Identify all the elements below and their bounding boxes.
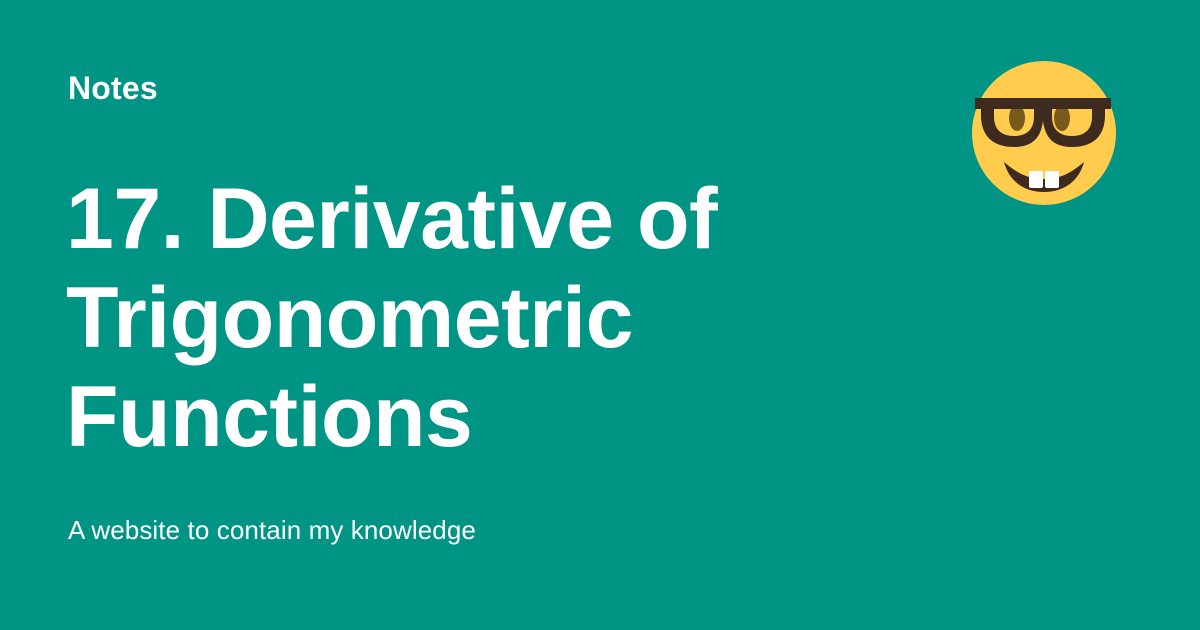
glasses-icon <box>975 98 1111 147</box>
right-eye-icon <box>1054 105 1070 131</box>
page-title-line-3: Functions <box>66 369 473 465</box>
site-description: A website to contain my knowledge <box>68 515 476 545</box>
smile-mouth-icon <box>1004 162 1084 192</box>
right-tooth-icon <box>1045 171 1059 188</box>
nerd-face-emoji-icon <box>971 60 1117 206</box>
left-tooth-icon <box>1029 171 1043 188</box>
page-title-line-1: 17. Derivative of <box>66 171 718 267</box>
page-title-line-2: Trigonometric <box>66 270 633 366</box>
site-name: Notes <box>68 70 158 106</box>
page-title: 17. Derivative of Trigonometric Function… <box>66 170 886 467</box>
left-eye-icon <box>1009 105 1025 131</box>
